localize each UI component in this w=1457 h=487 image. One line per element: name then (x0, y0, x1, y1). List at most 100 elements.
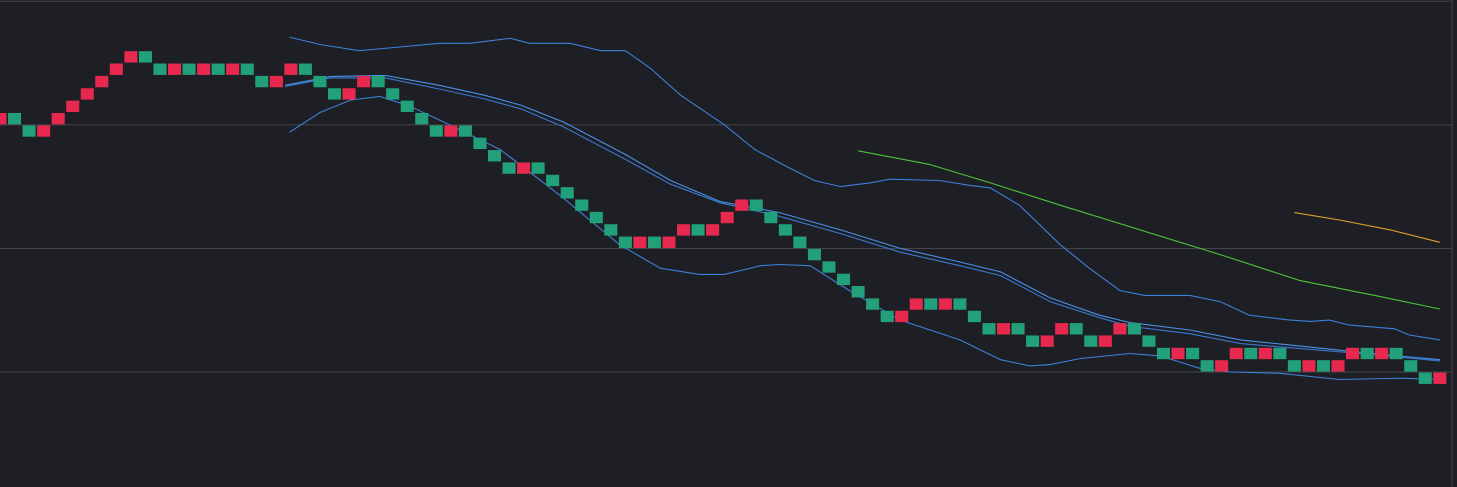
renko-brick (386, 88, 400, 100)
renko-brick (473, 137, 487, 150)
indicator-line (284, 77, 1440, 362)
renko-brick (1142, 335, 1156, 347)
renko-brick (604, 224, 618, 236)
renko-brick (1098, 335, 1112, 347)
renko-brick (938, 298, 952, 310)
renko-brick (589, 211, 603, 224)
indicator-line (289, 95, 1440, 381)
renko-brick (1069, 323, 1083, 335)
renko-brick (1375, 347, 1389, 360)
renko-brick (240, 63, 254, 75)
renko-brick (1273, 347, 1287, 360)
renko-brick (778, 224, 792, 236)
renko-brick (226, 63, 240, 75)
renko-brick (924, 298, 938, 310)
renko-brick (546, 174, 560, 187)
renko-brick (502, 162, 516, 174)
renko-brick (1026, 335, 1040, 347)
indicator-line (284, 74, 1440, 361)
renko-brick (866, 298, 880, 310)
renko-brick (1360, 347, 1374, 360)
renko-brick (138, 51, 152, 63)
renko-brick (327, 88, 342, 100)
indicator-line (857, 150, 1440, 310)
renko-brick (1331, 360, 1345, 372)
renko-brick (153, 63, 167, 75)
renko-brick (706, 224, 720, 236)
renko-brick (895, 310, 909, 323)
renko-brick (269, 75, 283, 88)
renko-brick (967, 310, 981, 323)
renko-brick (1418, 372, 1432, 384)
renko-brick (444, 125, 458, 137)
renko-brick (1229, 347, 1243, 360)
renko-brick (749, 199, 763, 211)
renko-brick (197, 63, 211, 75)
renko-brick (1244, 347, 1258, 360)
renko-brick (880, 310, 894, 323)
indicator-line (289, 36, 1440, 341)
renko-brick (1346, 347, 1360, 360)
renko-brick (1171, 347, 1185, 360)
renko-brick (51, 112, 65, 125)
renko-brick (313, 75, 327, 88)
renko-brick (1215, 360, 1229, 372)
renko-brick (662, 236, 676, 248)
renko-brick (807, 248, 821, 261)
renko-brick (415, 112, 429, 125)
renko-brick (1389, 347, 1403, 360)
renko-brick (677, 224, 691, 236)
renko-brick (1127, 323, 1141, 335)
renko-brick (982, 323, 996, 335)
renko-brick (37, 125, 51, 137)
renko-brick (618, 236, 632, 248)
renko-brick (298, 63, 312, 75)
renko-brick (909, 298, 923, 310)
renko-brick (633, 236, 647, 248)
renko-brick (1156, 347, 1171, 360)
renko-brick (575, 199, 589, 211)
renko-brick (80, 88, 94, 100)
renko-brick (1404, 360, 1418, 372)
renko-brick (400, 100, 414, 112)
renko-brick (182, 63, 196, 75)
renko-brick (1200, 360, 1214, 372)
renko-brick (764, 211, 778, 224)
renko-brick (357, 75, 371, 88)
renko-brick (953, 298, 967, 310)
renko-brick (8, 112, 22, 125)
renko-brick (1113, 323, 1127, 335)
renko-brick (458, 125, 472, 137)
renko-brick (1258, 347, 1272, 360)
renko-brick (793, 236, 807, 248)
renko-brick (531, 162, 545, 174)
renko-brick (720, 211, 734, 224)
renko-brick (66, 100, 80, 112)
renko-brick (429, 125, 443, 137)
renko-brick (837, 273, 851, 286)
renko-brick (1055, 323, 1069, 335)
renko-brick (1011, 323, 1025, 335)
renko-brick (851, 286, 865, 298)
renko-brick (284, 63, 298, 75)
renko-brick (487, 150, 502, 162)
renko-brick (109, 63, 123, 75)
renko-brick (255, 75, 269, 88)
renko-brick (22, 125, 36, 137)
renko-brick (517, 162, 531, 174)
renko-brick (168, 63, 182, 75)
renko-brick (95, 75, 109, 88)
renko-brick (371, 75, 385, 88)
renko-brick (1040, 335, 1054, 347)
renko-brick (124, 51, 138, 63)
renko-brick (691, 224, 705, 236)
renko-brick (996, 323, 1011, 335)
renko-brick (822, 261, 836, 273)
renko-brick (560, 187, 574, 199)
renko-brick (1084, 335, 1098, 347)
renko-brick (1302, 360, 1316, 372)
renko-brick (1433, 372, 1447, 384)
renko-brick (0, 112, 7, 125)
indicator-line (1294, 212, 1440, 243)
